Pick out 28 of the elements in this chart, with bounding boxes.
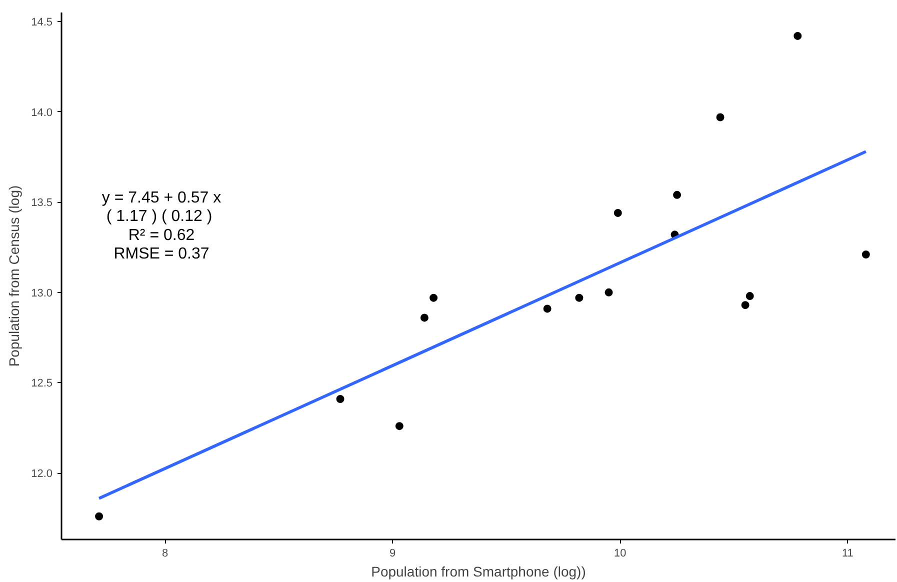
point <box>673 190 682 199</box>
point <box>420 314 428 322</box>
x-tick-label: 11 <box>842 548 854 560</box>
y-axis-title: Population from Census (log) <box>6 185 22 367</box>
point <box>336 395 344 403</box>
x-tick-label: 8 <box>162 548 168 560</box>
y-tick-label: 12.5 <box>31 378 53 390</box>
x-tick-label: 10 <box>614 548 626 560</box>
point <box>716 113 724 122</box>
point <box>575 294 584 302</box>
point <box>395 422 404 430</box>
y-tick-label: 14.5 <box>31 16 53 29</box>
x-tick-label: 9 <box>390 548 396 560</box>
point <box>543 304 552 313</box>
y-tick-label: 13.5 <box>31 197 53 210</box>
point <box>614 208 622 217</box>
annotation: y = 7.45 + 0.57 x ( 1.17 ) ( 0.12 ) R² = 0.62 RMSE = 0.37 <box>102 190 222 263</box>
point <box>430 294 438 302</box>
y-tick-label: 12.0 <box>31 468 53 480</box>
x-axis-title: Population from Smartphone (log)) <box>371 564 586 580</box>
point <box>746 292 754 300</box>
y-tick-label: 14.0 <box>31 106 53 119</box>
y-tick-label: 13.0 <box>31 287 53 300</box>
point <box>862 250 870 258</box>
point <box>794 32 802 40</box>
point <box>741 301 750 310</box>
point <box>95 512 104 520</box>
point <box>604 288 613 296</box>
